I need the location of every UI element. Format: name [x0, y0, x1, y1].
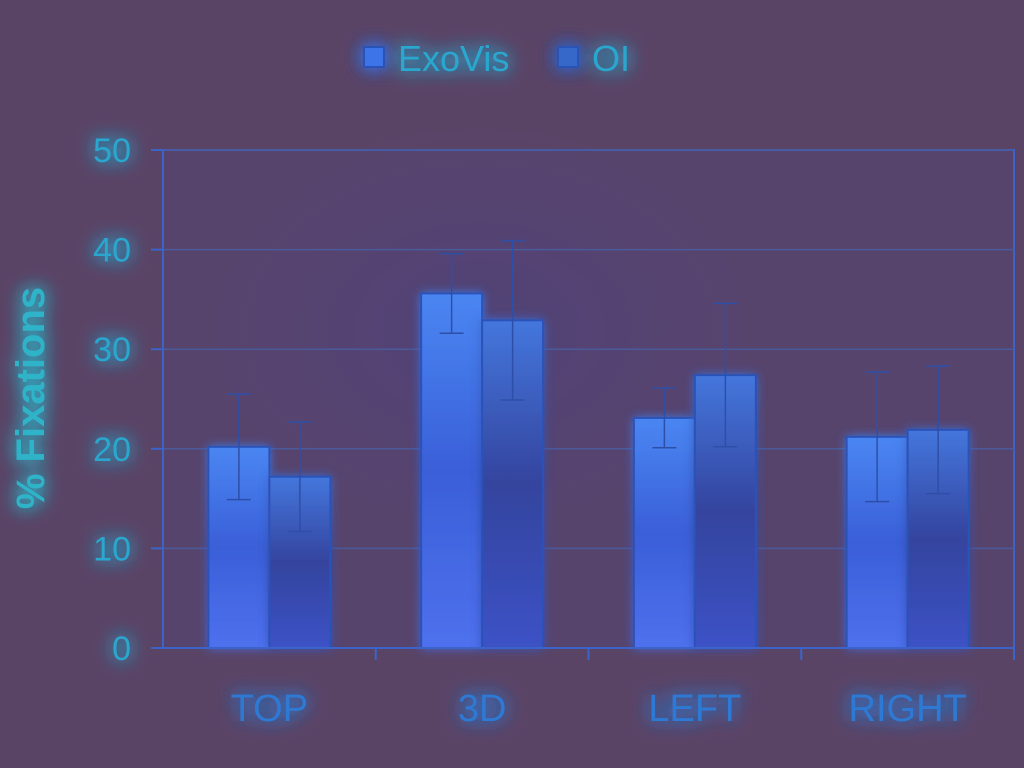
error-bar-oi-top: [287, 421, 312, 533]
error-bar-oi-right: [926, 365, 951, 495]
error-bar-oi-left: [713, 302, 738, 448]
bar-exovis-left: [632, 416, 696, 650]
y-tick-label: 40: [93, 232, 131, 270]
error-bar-exovis-right: [865, 371, 890, 503]
x-tick-label-right: RIGHT: [849, 688, 967, 730]
legend-label-oi: OI: [592, 38, 630, 79]
x-tick-labels: TOP 3D LEFT RIGHT: [231, 688, 967, 730]
legend-swatch-exovis: [363, 46, 385, 68]
error-bar-exovis-top: [226, 393, 251, 501]
legend-swatch-oi: [557, 46, 579, 68]
axes: [151, 149, 1015, 660]
y-tick-label: 10: [93, 530, 131, 568]
y-tick-label: 30: [93, 331, 131, 369]
error-bar-exovis-left: [652, 387, 677, 449]
legend: ExoVis OI: [363, 38, 630, 79]
error-bar-oi-3d: [500, 239, 525, 401]
x-tick-label-left: LEFT: [648, 688, 741, 730]
x-tick-label-top: TOP: [231, 688, 308, 730]
y-tick-label: 50: [93, 132, 131, 170]
y-axis-label: % Fixations: [9, 287, 53, 509]
error-bars: [226, 239, 951, 533]
x-tick-label-3d: 3D: [458, 688, 507, 730]
legend-label-exovis: ExoVis: [398, 38, 509, 79]
y-tick-label: 20: [93, 431, 131, 469]
error-bar-exovis-3d: [439, 252, 464, 335]
bar-exovis-3d: [420, 292, 484, 649]
y-tick-labels: 0 10 20 30 40 50: [93, 132, 131, 668]
y-tick-label: 0: [112, 630, 131, 668]
